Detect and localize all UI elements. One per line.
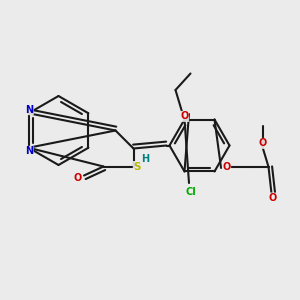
Text: H: H	[141, 154, 149, 164]
Text: Cl: Cl	[185, 187, 196, 197]
Text: O: O	[222, 162, 231, 172]
Text: S: S	[133, 161, 141, 172]
Text: O: O	[73, 173, 82, 183]
Text: O: O	[180, 111, 189, 122]
Text: N: N	[25, 146, 33, 156]
Text: O: O	[258, 138, 267, 148]
Text: N: N	[25, 105, 33, 115]
Text: O: O	[269, 193, 277, 203]
